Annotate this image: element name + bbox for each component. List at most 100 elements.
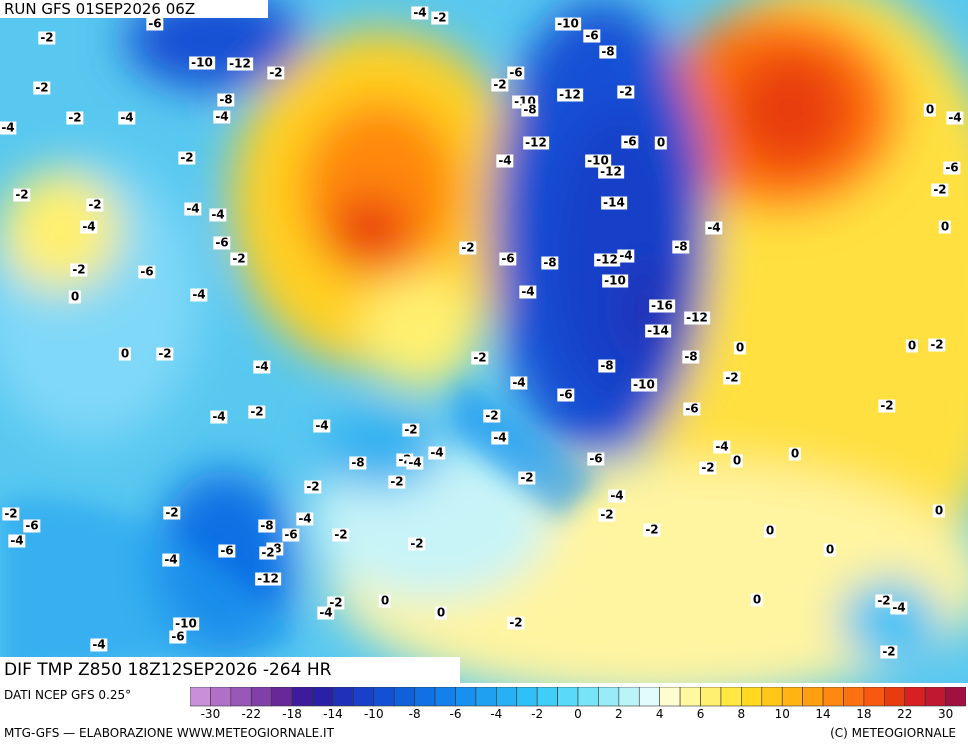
contour-label: -6 (169, 629, 187, 644)
colorbar-swatch (924, 687, 946, 707)
contour-label: -6 (943, 160, 961, 175)
contour-label: -2 (267, 65, 285, 80)
contour-label: -6 (621, 134, 639, 149)
contour-label: -8 (521, 102, 539, 117)
colorbar-swatch (230, 687, 252, 707)
contour-label: 0 (923, 102, 937, 117)
contour-label: -4 (617, 248, 635, 263)
contour-label: -4 (313, 418, 331, 433)
contour-label: -4 (713, 439, 731, 454)
contour-label: -2 (259, 545, 277, 560)
contour-label: -8 (599, 44, 617, 59)
contour-label: -12 (227, 56, 253, 71)
contour-label: 0 (654, 135, 668, 150)
contour-label: -4 (428, 445, 446, 460)
contour-label: -4 (608, 488, 626, 503)
contour-label: -4 (946, 110, 964, 125)
contour-label: 0 (118, 346, 132, 361)
colorbar-tick-label: 4 (655, 707, 664, 721)
contour-label: -10 (631, 377, 657, 392)
contour-label: -2 (86, 197, 104, 212)
contour-label: 0 (68, 289, 82, 304)
contour-label: 0 (730, 453, 744, 468)
contour-label: -12 (557, 87, 583, 102)
colorbar-tick-label: 14 (815, 707, 831, 721)
colorbar-swatch (618, 687, 640, 707)
colorbar-tick-label: 30 (937, 707, 954, 721)
colorbar-swatch (210, 687, 232, 707)
colorbar-swatch (843, 687, 865, 707)
contour-label: -2 (878, 398, 896, 413)
contour-label: -4 (80, 219, 98, 234)
contour-label: 0 (750, 592, 764, 607)
colorbar-tick-label: 0 (574, 707, 582, 721)
map (0, 0, 968, 683)
contour-label: -2 (459, 240, 477, 255)
colorbar-tick-label: -22 (241, 707, 262, 721)
contour-label: -4 (890, 600, 908, 615)
contour-label: -2 (327, 595, 345, 610)
contour-label: -6 (583, 28, 601, 43)
colorbar-swatch (271, 687, 293, 707)
contour-label: -2 (230, 251, 248, 266)
colorbar-swatch (291, 687, 313, 707)
contour-label: -10 (585, 153, 611, 168)
contour-label: -4 (0, 120, 17, 135)
contour-label: -8 (258, 518, 276, 533)
contour-label: -8 (672, 239, 690, 254)
contour-label: -12 (523, 135, 549, 150)
contour-label: -2 (723, 370, 741, 385)
colorbar-swatch (190, 687, 211, 707)
colorbar-swatch (332, 687, 354, 707)
contour-label: -2 (928, 337, 946, 352)
contour-label: 0 (938, 219, 952, 234)
colorbar-tick-label: -10 (363, 707, 384, 721)
contour-label: -2 (38, 30, 56, 45)
colorbar-swatch (638, 687, 660, 707)
colorbar-swatch (353, 687, 375, 707)
contour-label: -2 (248, 404, 266, 419)
contour-label: -4 (406, 455, 424, 470)
contour-label: -8 (682, 349, 700, 364)
contour-label: -4 (190, 287, 208, 302)
map-title: DIF TMP Z850 18Z12SEP2026 -264 HR (0, 657, 460, 683)
contour-label: -6 (499, 251, 517, 266)
colorbar-swatch (863, 687, 885, 707)
colorbar-swatch (741, 687, 763, 707)
run-title: RUN GFS 01SEP2026 06Z (0, 0, 268, 18)
contour-label: -6 (587, 451, 605, 466)
contour-label: 0 (434, 605, 448, 620)
contour-label: -2 (491, 77, 509, 92)
contour-label: -12 (598, 164, 624, 179)
contour-label: -4 (510, 375, 528, 390)
colorbar-tick-label: -2 (531, 707, 544, 721)
contour-label: -12 (255, 571, 281, 586)
contour-label: 0 (823, 542, 837, 557)
colorbar-swatch (761, 687, 783, 707)
contour-label: -10 (173, 616, 199, 631)
contour-label: -10 (602, 273, 628, 288)
contour-label: -4 (253, 359, 271, 374)
contour-label: -2 (875, 593, 893, 608)
contour-label: 0 (905, 338, 919, 353)
colorbar-tick-label: -4 (490, 707, 503, 721)
contour-label: -6 (138, 264, 156, 279)
credits: MTG-GFS — ELABORAZIONE WWW.METEOGIORNALE… (4, 726, 334, 740)
source: DATI NCEP GFS 0.25° (4, 688, 132, 702)
contour-label: -2 (431, 10, 449, 25)
contour-label: -6 (683, 401, 701, 416)
contour-label: -14 (601, 195, 627, 210)
colorbar-swatch (455, 687, 477, 707)
contour-label: -2 (13, 187, 31, 202)
contour-label: -4 (8, 533, 26, 548)
contour-label: -4 (705, 220, 723, 235)
contour-label: -12 (594, 252, 620, 267)
colorbar-tick-label: -6 (449, 707, 462, 721)
contour-label: -2 (402, 422, 420, 437)
contour-label: -8 (349, 455, 367, 470)
colorbar-swatch (945, 687, 966, 707)
contour-label: -2 (880, 644, 898, 659)
contour-label: -4 (411, 5, 429, 20)
contour-label: -14 (645, 323, 671, 338)
